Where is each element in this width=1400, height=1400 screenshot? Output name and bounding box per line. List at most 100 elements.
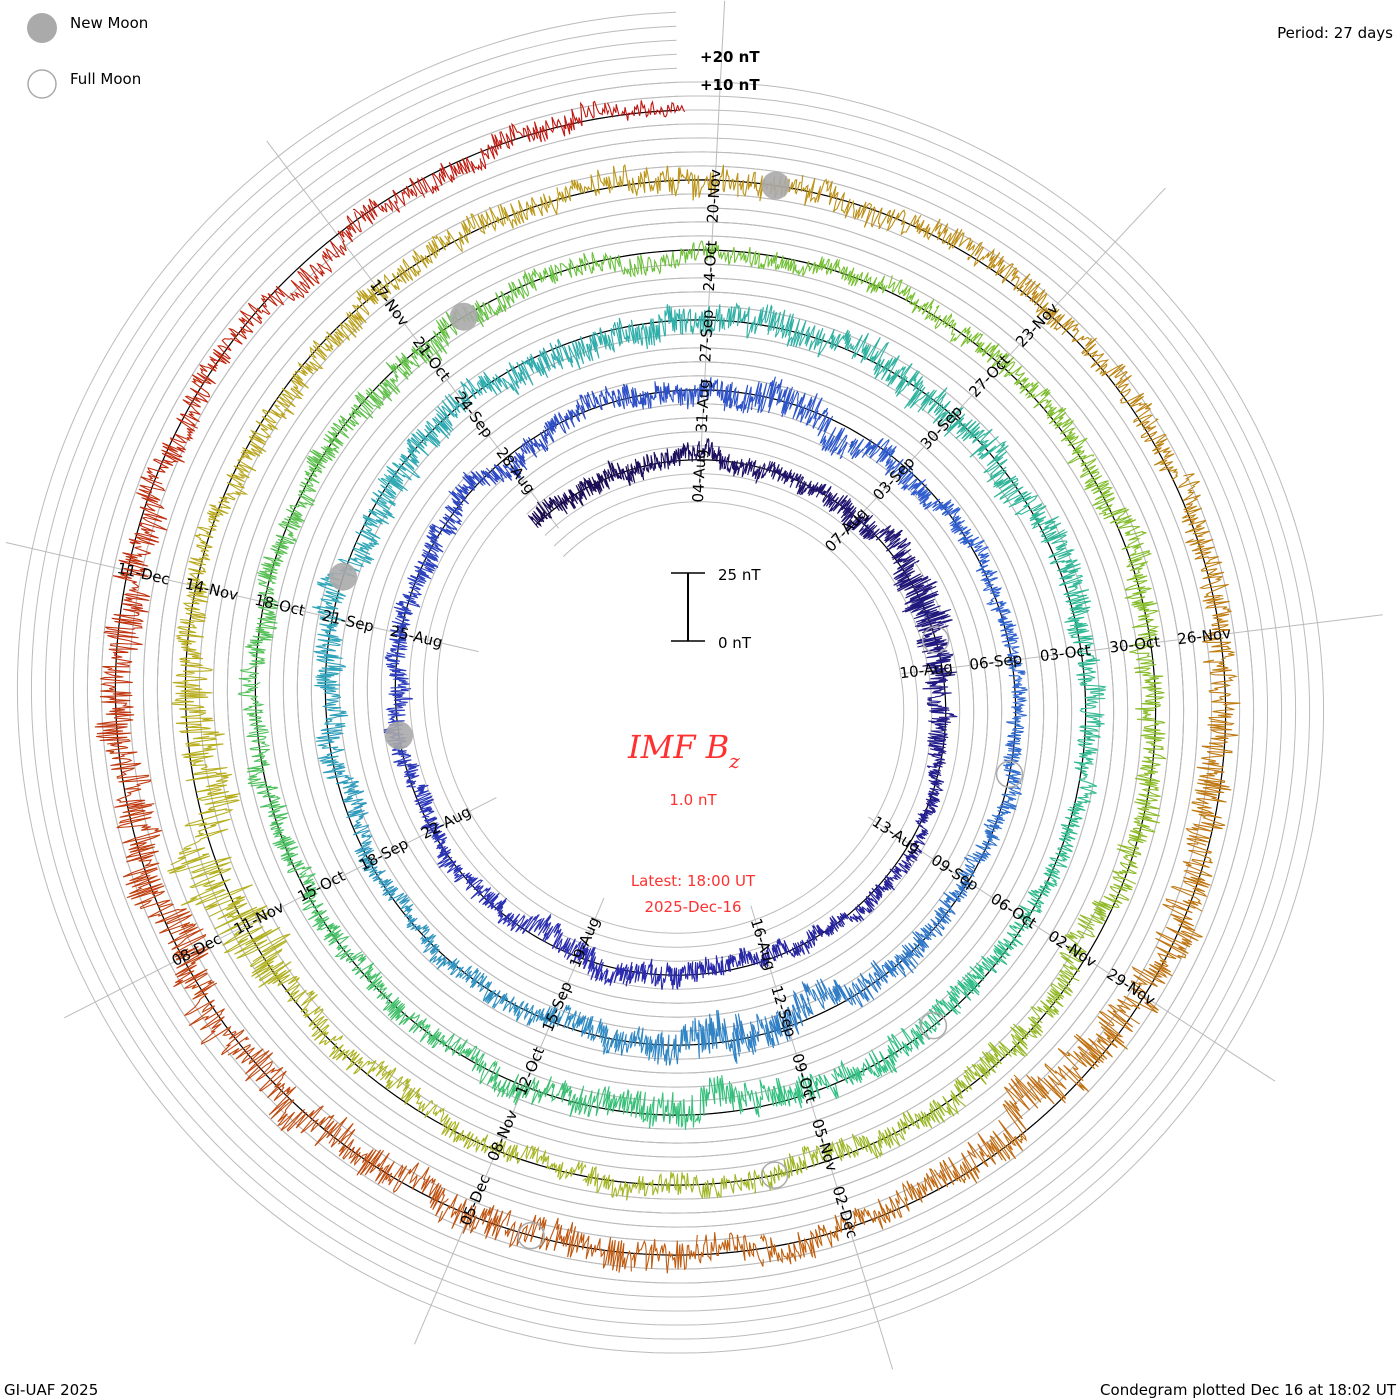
bz-trace-segment	[393, 754, 420, 788]
bz-trace-segment	[594, 959, 629, 986]
bz-trace-segment	[1013, 1048, 1090, 1105]
bz-trace-segment	[128, 476, 168, 546]
bz-trace-segment	[733, 1013, 776, 1064]
bz-trace-segment	[903, 829, 929, 861]
bz-trace-segment	[1112, 827, 1156, 885]
bz-trace-segment	[313, 643, 347, 686]
bz-trace-segment	[1116, 960, 1173, 1014]
bz-trace-segment	[906, 1090, 966, 1130]
full-moon-legend-icon	[27, 69, 57, 99]
latest-time: Latest: 18:00 UT	[631, 872, 756, 890]
footer-credit: GI-UAF 2025	[4, 1381, 98, 1399]
bz-trace-segment	[419, 816, 448, 850]
bz-trace-segment	[362, 477, 397, 528]
bz-trace-segment	[1076, 715, 1105, 764]
bz-trace-segment	[989, 600, 1018, 639]
bz-trace-segment	[354, 361, 409, 414]
bz-trace-segment	[1140, 418, 1179, 482]
bz-trace-segment	[1202, 596, 1236, 661]
bz-trace-segment	[870, 950, 917, 985]
radial-spoke	[901, 614, 1383, 675]
bz-trace-segment	[696, 1232, 764, 1267]
bz-trace-segment	[1003, 751, 1023, 794]
bz-trace-segment	[752, 376, 796, 418]
bz-trace-segment	[435, 378, 480, 427]
bz-trace-segment	[94, 676, 135, 745]
bz-trace-segment	[780, 931, 816, 959]
bz-trace-segment	[190, 504, 229, 564]
bz-trace-segment	[394, 330, 448, 376]
bz-trace-segment	[855, 1112, 910, 1159]
bz-trace-segment	[380, 878, 414, 918]
bz-trace-segment	[496, 1074, 556, 1106]
bz-trace-segment	[397, 234, 449, 284]
bz-trace-segment	[352, 177, 423, 225]
date-label: 03-Oct	[1039, 641, 1092, 665]
bz-trace-segment	[646, 381, 684, 409]
bz-trace-segment	[379, 1067, 434, 1113]
bz-trace-segment	[599, 1086, 649, 1123]
offset-label-20: +20 nT	[700, 48, 760, 66]
bz-trace-segment	[472, 1134, 534, 1164]
bz-trace-segment	[607, 100, 679, 121]
bz-trace-segment	[834, 972, 882, 1008]
bz-trace-segment	[419, 1024, 468, 1057]
bz-trace-segment	[116, 804, 163, 878]
bz-trace-segment	[927, 710, 958, 741]
full-moon-marker	[760, 1161, 789, 1189]
bz-trace-segment	[652, 1020, 695, 1066]
bz-trace-segment	[682, 377, 720, 410]
bz-trace-segment	[1133, 772, 1161, 831]
bz-trace-segment	[429, 945, 473, 979]
bz-trace-segment	[312, 917, 363, 962]
bz-trace-segment	[922, 650, 957, 681]
bz-trace-segment	[382, 992, 427, 1034]
bz-trace-segment	[1155, 898, 1203, 967]
bz-trace-segment	[437, 1193, 512, 1241]
bz-trace-segment	[275, 357, 324, 415]
radial-spoke	[868, 816, 1276, 1082]
bz-trace-segment	[600, 460, 632, 490]
bz-trace-segment	[678, 164, 739, 201]
bz-trace-segment	[681, 304, 726, 336]
full-moon-legend-label: Full Moon	[70, 70, 141, 88]
bz-trace-segment	[694, 1075, 744, 1125]
radial-spoke	[698, 0, 726, 486]
date-label: 18-Sep	[356, 834, 411, 874]
bz-trace-segment	[788, 390, 829, 430]
full-moon-marker	[517, 1221, 545, 1250]
bz-trace-segment	[863, 880, 895, 912]
bz-traces	[94, 100, 1241, 1274]
bz-trace-segment	[718, 380, 754, 414]
date-label: 06-Sep	[968, 650, 1023, 674]
bz-trace-segment	[854, 332, 900, 382]
bz-trace-segment	[482, 273, 529, 320]
bz-trace-segment	[105, 742, 155, 808]
bz-trace-segment	[300, 990, 344, 1046]
bz-trace-segment	[246, 731, 271, 785]
bz-trace-segment	[277, 488, 316, 539]
bz-trace-segment	[782, 256, 841, 277]
bz-trace-segment	[179, 358, 219, 426]
bz-trace-segment	[542, 922, 572, 958]
bz-trace-segment	[737, 458, 769, 484]
bz-trace-segment	[953, 1051, 1002, 1099]
bz-trace-segment	[808, 915, 843, 942]
date-label: 08-Dec	[169, 930, 225, 970]
bz-trace-segment	[930, 304, 984, 347]
bz-trace-segment	[125, 868, 194, 934]
center-title-subscript: z	[728, 749, 740, 773]
bz-trace-segment	[1136, 718, 1167, 775]
bz-trace-segment	[1202, 659, 1241, 723]
new-moon-marker	[385, 721, 414, 750]
bz-trace-segment	[637, 304, 682, 350]
period-label: Period: 27 days	[1277, 24, 1393, 42]
bz-trace-segment	[566, 938, 598, 981]
bz-trace-segment	[1065, 323, 1124, 377]
new-moon-marker	[449, 302, 478, 331]
date-label: 24-Oct	[700, 240, 721, 292]
bz-trace-segment	[695, 1170, 754, 1199]
bz-trace-segment	[482, 892, 515, 925]
bz-trace-segment	[255, 578, 279, 634]
bz-trace-segment	[1057, 806, 1083, 855]
